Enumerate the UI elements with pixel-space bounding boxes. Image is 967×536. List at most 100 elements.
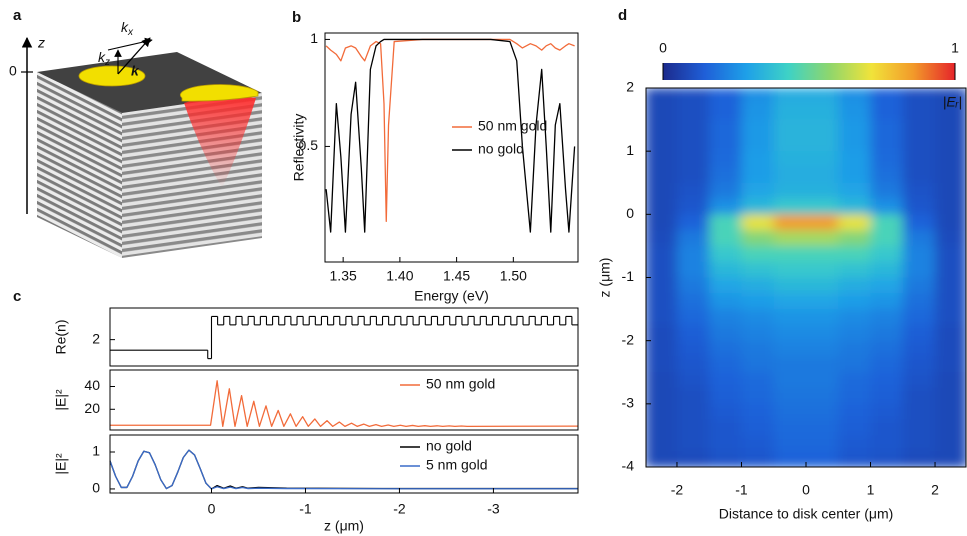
line-series: [325, 38, 576, 233]
y-tick-label: 20: [84, 400, 100, 416]
heat-cell: [741, 214, 775, 231]
heat-cell: [709, 198, 743, 215]
heat-cell: [676, 403, 710, 421]
heat-cell: [838, 88, 872, 105]
heat-cell: [741, 372, 775, 389]
legend-label: no gold: [478, 141, 524, 157]
y-axis-label: |E|²: [53, 389, 69, 411]
heat-cell: [773, 261, 807, 279]
heat-cell: [676, 261, 710, 279]
heat-cell: [870, 88, 904, 105]
heat-cell: [709, 277, 743, 294]
heat-cell: [935, 151, 966, 168]
panel-a: a z 0 kx kz k: [9, 7, 262, 258]
heat-cell: [676, 324, 710, 342]
heat-cell: [741, 230, 775, 247]
heat-cell: [870, 419, 904, 437]
heat-cell: [676, 372, 710, 389]
heat-cell: [902, 388, 936, 405]
heat-cell: [676, 182, 710, 200]
heat-cell: [709, 151, 743, 168]
origin-label: 0: [9, 63, 17, 79]
heat-cell: [806, 166, 839, 184]
heat-cell: [838, 403, 872, 421]
heat-cell: [902, 419, 936, 437]
heat-cell: [741, 451, 775, 467]
heat-cell: [838, 103, 872, 121]
k-label: k: [131, 63, 140, 79]
x-axis-label: Energy (eV): [414, 288, 489, 304]
heat-cell: [646, 451, 678, 467]
heat-cell: [676, 230, 710, 247]
heat-cell: [806, 309, 839, 326]
x-tick-label: 1.50: [500, 268, 527, 284]
heat-cell: [902, 451, 936, 467]
y-axis-label: |E|²: [53, 453, 69, 475]
heat-cell: [902, 261, 936, 279]
y-tick-label: 2: [92, 330, 100, 346]
heat-cell: [902, 356, 936, 373]
heat-cell: [806, 198, 839, 215]
heat-cell: [838, 388, 872, 405]
x-tick-label: 1: [867, 482, 875, 498]
colorbar: [663, 63, 955, 80]
heat-cell: [709, 182, 743, 200]
heat-cell: [838, 451, 872, 467]
heat-cell: [838, 166, 872, 184]
heat-cell: [646, 356, 678, 373]
legend-label: no gold: [426, 438, 472, 454]
heat-cell: [935, 166, 966, 184]
heat-cell: [935, 356, 966, 373]
heat-cell: [838, 324, 872, 342]
kz-symbol: k: [98, 49, 106, 65]
heat-cell: [646, 435, 678, 452]
x-tick-label: 2: [931, 482, 939, 498]
heat-cell: [773, 182, 807, 200]
x-tick-label: -3: [487, 501, 500, 517]
heat-cell: [773, 419, 807, 437]
y-axis-label: z (μm): [597, 258, 613, 298]
heat-cell: [676, 451, 710, 467]
heat-cell: [709, 372, 743, 389]
heat-cell: [709, 166, 743, 184]
heat-cell: [870, 356, 904, 373]
heat-cell: [773, 388, 807, 405]
x-tick-label: 1.40: [386, 268, 413, 284]
heat-cell: [902, 293, 936, 310]
heat-cell: [806, 135, 839, 152]
y-tick-label: 1: [310, 30, 318, 46]
heat-cell: [676, 103, 710, 121]
heat-cell: [773, 151, 807, 168]
x-axis-label: Distance to disk center (μm): [719, 506, 894, 522]
heat-cell: [646, 135, 678, 152]
heat-cell: [676, 214, 710, 231]
heat-cell: [709, 293, 743, 310]
heat-cell: [676, 88, 710, 105]
heat-cell: [773, 166, 807, 184]
heat-cell: [773, 245, 807, 263]
heat-cell: [676, 419, 710, 437]
heat-cell: [935, 245, 966, 263]
heat-cell: [870, 277, 904, 294]
heat-cell: [935, 388, 966, 405]
heat-cell: [773, 340, 807, 358]
heat-cell: [935, 419, 966, 437]
heat-cell: [806, 419, 839, 437]
heat-cell: [676, 356, 710, 373]
heat-cell: [806, 103, 839, 121]
heat-cell: [838, 230, 872, 247]
axis-label: z: [37, 35, 45, 51]
heat-cell: [806, 293, 839, 310]
heat-cell: [741, 119, 775, 136]
heat-cell: [773, 230, 807, 247]
heat-cell: [870, 103, 904, 121]
heat-cell: [902, 88, 936, 105]
heat-cell: [741, 356, 775, 373]
heat-cell: [902, 372, 936, 389]
heat-cell: [935, 214, 966, 231]
heat-cell: [646, 245, 678, 263]
heat-cell: [773, 324, 807, 342]
heat-cell: [838, 214, 872, 231]
heat-cell: [646, 309, 678, 326]
